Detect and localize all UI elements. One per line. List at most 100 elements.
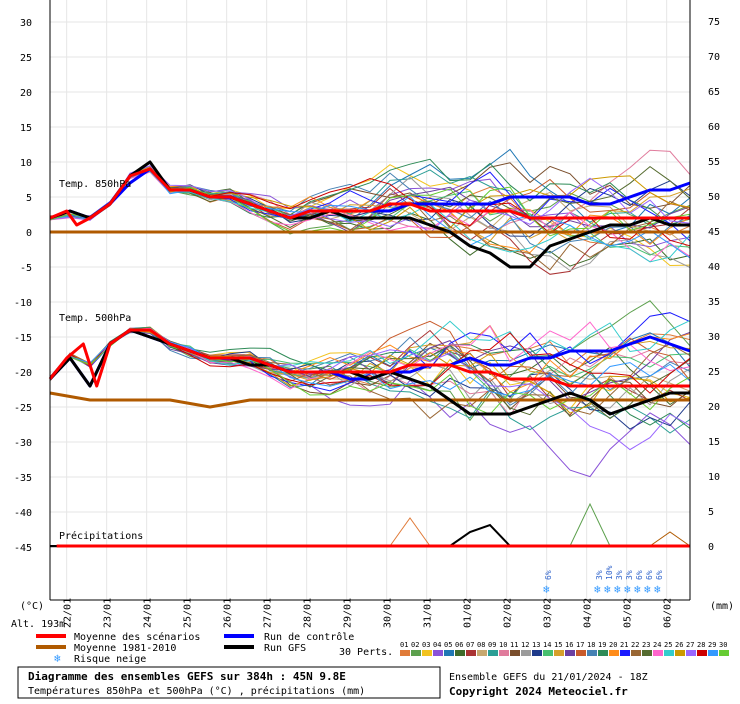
series-t500-line [48, 328, 690, 388]
snow-risk-pct: 3% [625, 570, 634, 580]
pert-swatch [510, 650, 520, 656]
pert-swatch [543, 650, 553, 656]
legend-gfs: Run GFS [264, 643, 306, 654]
left-tick-label: 0 [26, 228, 32, 239]
right-tick-label: 55 [708, 157, 720, 168]
snow-risk-markers: 6%❄3%❄10%❄3%❄3%❄6%❄6%❄6%❄ [543, 565, 664, 596]
right-tick-label: 40 [708, 262, 720, 273]
left-tick-label: -10 [14, 298, 32, 309]
pert-number: 14 [543, 641, 551, 649]
left-tick-label: -35 [14, 473, 32, 484]
pert-swatch [598, 650, 608, 656]
snowflake-icon: ❄ [543, 583, 550, 596]
pert-swatch [609, 650, 619, 656]
pert-swatch [653, 650, 663, 656]
pert-swatch [664, 650, 674, 656]
pert-number: 16 [565, 641, 573, 649]
pert-swatch [708, 650, 718, 656]
right-tick-label: 50 [708, 192, 720, 203]
snowflake-icon: ❄ [634, 583, 641, 596]
pert-number: 25 [664, 641, 672, 649]
snowflake-icon: ❄ [54, 652, 61, 665]
date-axis-ticks: 22/01 23/01 24/01 25/01 26/01 27/01 28/01 29/01… [63, 598, 674, 628]
date-tick-label: 22/01 [63, 598, 74, 628]
pert-swatch [466, 650, 476, 656]
pert-number: 24 [653, 641, 661, 649]
right-tick-label: 15 [708, 437, 720, 448]
perturbation-legend: 01 02 03 04 05 06 07 08 09 10 11 12 13 14 15 16 17 18 19 20… [400, 641, 729, 656]
snow-risk-pct: 3% [595, 570, 604, 580]
left-tick-label: -25 [14, 403, 32, 414]
pert-swatch [565, 650, 575, 656]
right-tick-label: 5 [708, 507, 714, 518]
pert-swatch [444, 650, 454, 656]
pert-swatch [697, 650, 707, 656]
pert-swatch [719, 650, 729, 656]
date-tick-label: 31/01 [423, 598, 434, 628]
pert-number: 11 [510, 641, 518, 649]
snowflake-icon: ❄ [594, 583, 601, 596]
left-tick-label: 30 [20, 18, 32, 29]
pert-swatch [554, 650, 564, 656]
snowflake-icon: ❄ [624, 583, 631, 596]
right-tick-label: 35 [708, 297, 720, 308]
member-850-line [49, 171, 691, 263]
left-tick-label: -40 [14, 508, 32, 519]
pert-number: 01 [400, 641, 408, 649]
left-tick-label: -5 [20, 263, 32, 274]
date-tick-label: 25/01 [183, 598, 194, 628]
snow-risk-pct: 3% [615, 570, 624, 580]
member-precip-line [569, 502, 611, 547]
legend-perts-label: 30 Perts. [339, 647, 393, 658]
date-tick-label: 04/02 [583, 598, 594, 628]
date-tick-label: 01/02 [463, 598, 474, 628]
pert-number: 18 [587, 641, 595, 649]
pert-number: 09 [488, 641, 496, 649]
snowflake-icon: ❄ [644, 583, 651, 596]
right-tick-label: 70 [708, 52, 720, 63]
pert-number: 15 [554, 641, 562, 649]
pert-swatch [455, 650, 465, 656]
pert-swatch [587, 650, 597, 656]
left-tick-label: 5 [26, 193, 32, 204]
snow-risk-pct: 6% [635, 570, 644, 580]
pert-number: 06 [455, 641, 463, 649]
panel-label-500: Temp. 500hPa [59, 313, 131, 324]
date-tick-label: 05/02 [623, 598, 634, 628]
left-axis-unit: (°C) [20, 601, 44, 612]
date-tick-label: 24/01 [143, 598, 154, 628]
pert-number: 04 [433, 641, 441, 649]
snowflake-icon: ❄ [654, 583, 661, 596]
series-t500-line [48, 328, 690, 416]
pert-number: 20 [609, 641, 617, 649]
pert-number: 27 [686, 641, 694, 649]
pert-number: 21 [620, 641, 628, 649]
right-tick-label: 30 [708, 332, 720, 343]
pert-swatch [433, 650, 443, 656]
pert-swatch [400, 650, 410, 656]
pert-number: 10 [499, 641, 507, 649]
footer-run: Ensemble GEFS du 21/01/2024 - 18Z [449, 672, 648, 683]
legend-snow: Risque neige [74, 654, 146, 665]
legend-control: Run de contrôle [264, 631, 354, 643]
date-tick-label: 28/01 [303, 598, 314, 628]
pert-number: 30 [719, 641, 727, 649]
right-axis-unit: (mm) [710, 601, 734, 612]
pert-number: 28 [697, 641, 705, 649]
pert-swatch [642, 650, 652, 656]
pert-swatch [477, 650, 487, 656]
series-t500-line [49, 391, 690, 409]
right-tick-label: 75 [708, 17, 720, 28]
legend-mean: Moyenne des scénarios [74, 631, 200, 643]
plot-frame [49, 0, 691, 601]
pert-swatch [620, 650, 630, 656]
pert-swatch [521, 650, 531, 656]
snowflake-icon: ❄ [604, 583, 611, 596]
pert-swatch [686, 650, 696, 656]
date-tick-label: 29/01 [343, 598, 354, 628]
footer-subtitle: Températures 850hPa et 500hPa (°C) , pré… [28, 685, 365, 697]
pert-swatch [488, 650, 498, 656]
pert-number: 23 [642, 641, 650, 649]
